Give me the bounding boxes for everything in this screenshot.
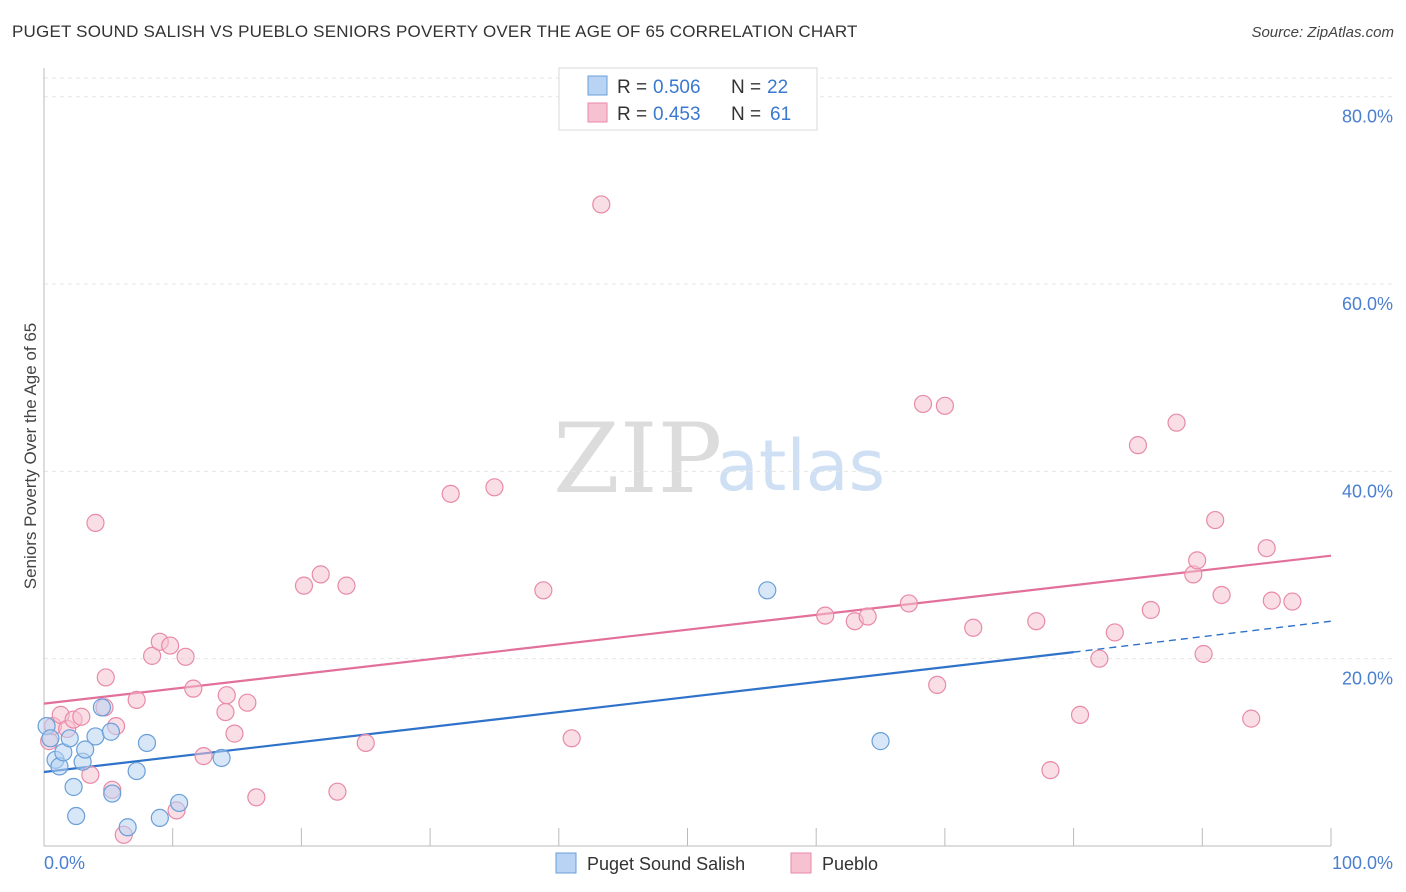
pueblo-point-39 bbox=[899, 594, 918, 613]
pueblo-point-23 bbox=[225, 724, 244, 743]
y-axis-label: Seniors Poverty Over the Age of 65 bbox=[21, 323, 40, 589]
pueblo-point-20 bbox=[194, 746, 213, 766]
source-label: Source: ZipAtlas.com bbox=[1251, 24, 1394, 41]
pueblo-point-60 bbox=[1283, 592, 1302, 611]
pueblo-point-26 bbox=[294, 576, 314, 595]
pueblo-point-9 bbox=[96, 668, 115, 687]
pueblo-point-21 bbox=[216, 702, 235, 722]
y-tick-label-60: 60.0% bbox=[1342, 294, 1393, 314]
series-legend-label-pink: Pueblo bbox=[822, 854, 878, 874]
pueblo-point-13 bbox=[127, 690, 146, 709]
puget-sound-salish-point-9 bbox=[76, 740, 95, 759]
pueblo-point-43 bbox=[964, 618, 983, 637]
puget-sound-salish-point-14 bbox=[118, 818, 137, 837]
puget-sound-salish-point-15 bbox=[127, 761, 146, 781]
puget-sound-salish-point-17 bbox=[150, 808, 169, 828]
pueblo-point-58 bbox=[1257, 539, 1276, 558]
pueblo-point-45 bbox=[1041, 761, 1060, 780]
puget-sound-salish-point-11 bbox=[92, 698, 112, 717]
puget-sound-salish-point-20 bbox=[758, 581, 777, 600]
pueblo-point-16 bbox=[161, 636, 180, 655]
chart-title: PUGET SOUND SALISH VS PUEBLO SENIORS POV… bbox=[12, 22, 858, 41]
pueblo-point-32 bbox=[485, 478, 504, 497]
pueblo-point-18 bbox=[176, 647, 195, 666]
pueblo-point-51 bbox=[1167, 413, 1186, 432]
puget-sound-salish-point-12 bbox=[101, 722, 121, 741]
legend-n-label-blue: N = bbox=[731, 77, 766, 98]
series-legend-label-blue: Puget Sound Salish bbox=[587, 854, 745, 874]
puget-sound-salish-point-21 bbox=[871, 732, 890, 751]
legend-r-label-blue: R = bbox=[617, 77, 652, 98]
pueblo-point-48 bbox=[1105, 623, 1124, 642]
pueblo-point-27 bbox=[311, 565, 330, 584]
legend-r-value-pink: 0.453 bbox=[653, 104, 701, 125]
pueblo-point-25 bbox=[247, 788, 266, 807]
watermark-atlas: atlas bbox=[716, 425, 885, 507]
pueblo-point-7 bbox=[86, 513, 105, 532]
pueblo-point-14 bbox=[143, 646, 162, 665]
legend-swatch-blue bbox=[587, 75, 608, 96]
y-tick-label-80: 80.0% bbox=[1342, 107, 1393, 127]
pueblo-point-50 bbox=[1141, 600, 1160, 620]
legend-r-value-blue: 0.506 bbox=[653, 77, 701, 98]
legend-n-label-pink: N = bbox=[731, 104, 766, 125]
puget-sound-salish-point-7 bbox=[67, 806, 86, 826]
pueblo-point-30 bbox=[356, 733, 375, 753]
puget-sound-salish-point-16 bbox=[137, 733, 157, 753]
pueblo-point-28 bbox=[328, 782, 347, 801]
watermark-zip: ZIP bbox=[553, 403, 722, 515]
series-legend-swatch-pink bbox=[790, 852, 812, 874]
puget-sound-salish-point-6 bbox=[64, 777, 83, 797]
puget-sound-salish-points bbox=[37, 581, 890, 837]
puget-sound-salish-point-13 bbox=[103, 784, 122, 803]
y-tick-label-20: 20.0% bbox=[1342, 669, 1393, 689]
pueblo-point-35 bbox=[592, 195, 611, 214]
pueblo-point-19 bbox=[184, 679, 203, 698]
pueblo-trend-line bbox=[43, 554, 1332, 705]
pueblo-point-49 bbox=[1128, 436, 1148, 455]
puget-sound-salish-point-5 bbox=[60, 729, 79, 748]
pueblo-point-22 bbox=[217, 686, 236, 705]
pueblo-point-41 bbox=[928, 675, 947, 695]
legend-r-label-pink: R = bbox=[617, 104, 652, 125]
series-legend-swatch-blue bbox=[555, 852, 577, 874]
pueblo-point-55 bbox=[1206, 510, 1225, 530]
pueblo-point-56 bbox=[1212, 585, 1231, 605]
pueblo-point-44 bbox=[1027, 612, 1046, 631]
legend-swatch-pink bbox=[587, 102, 608, 123]
pueblo-points bbox=[40, 195, 1302, 844]
pueblo-point-5 bbox=[72, 707, 91, 726]
pueblo-point-33 bbox=[534, 581, 553, 600]
puget-sound-salish-point-19 bbox=[212, 748, 231, 768]
pueblo-point-59 bbox=[1262, 591, 1281, 610]
y-tick-labels: 20.0% 40.0% 60.0% 80.0% bbox=[1342, 107, 1393, 689]
pueblo-point-47 bbox=[1090, 649, 1109, 668]
pueblo-point-34 bbox=[562, 729, 581, 748]
stats-legend: R = 0.506 N = 22 R = 0.453 N = 61 bbox=[558, 67, 818, 131]
pueblo-point-36 bbox=[816, 606, 835, 625]
pueblo-point-29 bbox=[337, 576, 356, 595]
legend-n-value-pink: 61 bbox=[770, 104, 791, 125]
puget-sound-salish-point-18 bbox=[170, 793, 189, 813]
pueblo-point-38 bbox=[858, 607, 877, 626]
legend-n-value-blue: 22 bbox=[767, 77, 788, 98]
puget-sound-salish-point-1 bbox=[41, 729, 60, 748]
y-tick-label-40: 40.0% bbox=[1342, 481, 1393, 501]
puget-sound-salish-point-10 bbox=[86, 727, 105, 746]
pueblo-point-24 bbox=[238, 693, 257, 712]
pueblo-point-57 bbox=[1242, 709, 1261, 728]
puget-sound-salish-trend-extension bbox=[1073, 620, 1332, 653]
pueblo-point-31 bbox=[441, 484, 460, 503]
pueblo-point-42 bbox=[935, 396, 955, 415]
x-tick-label-max: 100.0% bbox=[1332, 853, 1393, 873]
series-legend: Puget Sound Salish Pueblo bbox=[555, 852, 878, 874]
pueblo-point-40 bbox=[913, 394, 933, 414]
pueblo-point-54 bbox=[1194, 644, 1213, 664]
x-tick-label-min: 0.0% bbox=[44, 853, 85, 873]
x-ticks bbox=[43, 828, 1332, 846]
pueblo-point-46 bbox=[1070, 705, 1090, 724]
pueblo-point-53 bbox=[1188, 551, 1207, 570]
